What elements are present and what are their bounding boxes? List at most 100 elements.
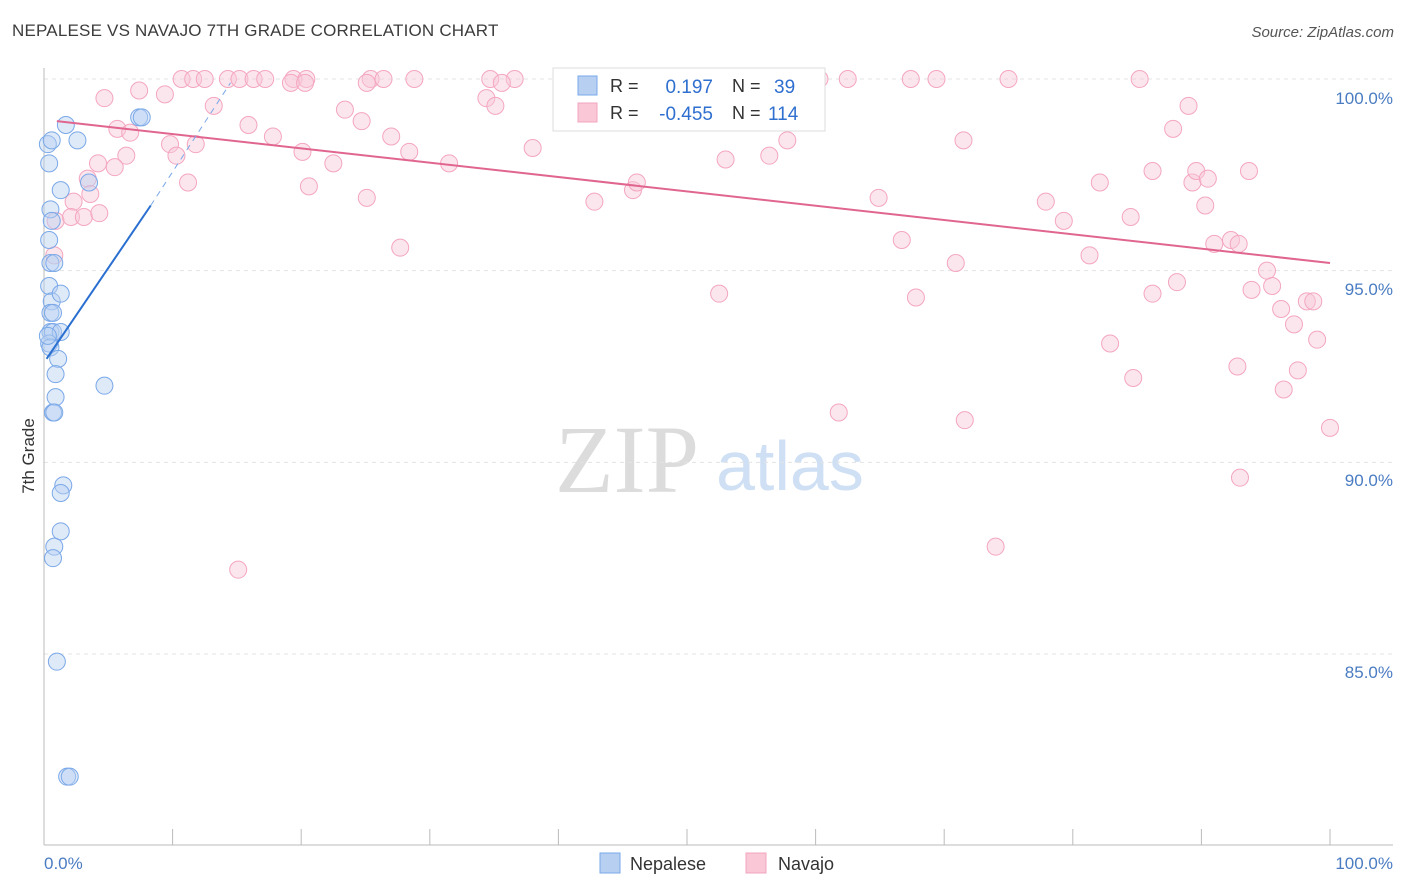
navajo-point — [1080, 246, 1099, 265]
y-tick-95: 95.0% — [1345, 280, 1393, 299]
navajo-point — [229, 560, 248, 579]
nepalese-point — [45, 537, 64, 556]
navajo-point — [710, 284, 729, 303]
navajo-point — [492, 73, 511, 92]
nepalese-point — [42, 211, 61, 230]
navajo-point — [1101, 334, 1120, 353]
navajo-n-label: N = — [732, 103, 761, 123]
navajo-point — [999, 70, 1018, 88]
nepalese-point — [51, 284, 70, 303]
nepalese-point — [38, 326, 57, 345]
nepalese-point — [40, 231, 59, 249]
navajo-point — [1304, 292, 1323, 311]
source-label: Source: ZipAtlas.com — [1251, 24, 1394, 41]
navajo-point — [1242, 280, 1261, 299]
navajo-point — [117, 146, 136, 165]
navajo-point — [1205, 234, 1224, 253]
navajo-point — [986, 537, 1005, 556]
navajo-point — [352, 112, 371, 131]
navajo-point — [1124, 369, 1143, 387]
navajo-point — [1183, 173, 1202, 192]
navajo-point — [357, 188, 376, 207]
navajo-point — [1230, 468, 1249, 487]
navajo-point — [167, 146, 186, 165]
navajo-point — [477, 89, 496, 108]
navajo-r-label: R = — [610, 103, 639, 123]
navajo-point — [486, 96, 505, 115]
navajo-point — [1179, 96, 1198, 115]
navajo-point — [1239, 162, 1258, 180]
navajo-point — [585, 192, 604, 211]
y-tick-100: 100.0% — [1335, 89, 1393, 108]
navajo-point — [400, 142, 419, 161]
navajo-point — [906, 288, 925, 307]
navajo-point — [62, 208, 81, 226]
navajo-point — [95, 89, 114, 108]
navajo-point — [335, 100, 354, 119]
navajo-series — [45, 70, 1339, 579]
legend-navajo-label: Navajo — [778, 854, 834, 874]
navajo-point — [901, 70, 920, 88]
nepalese-n-value: 39 — [774, 77, 795, 98]
navajo-point — [64, 192, 83, 211]
navajo-point — [195, 70, 214, 88]
navajo-point — [263, 127, 282, 146]
navajo-point — [955, 411, 974, 430]
navajo-point — [405, 70, 424, 88]
navajo-swatch — [577, 102, 598, 123]
navajo-point — [382, 127, 401, 146]
navajo-point — [179, 173, 198, 192]
y-tick-90: 90.0% — [1345, 471, 1393, 490]
navajo-point — [927, 70, 946, 88]
navajo-point — [1297, 292, 1316, 311]
navajo-point — [130, 81, 149, 100]
nepalese-swatch — [577, 75, 598, 96]
navajo-point — [374, 70, 393, 88]
navajo-point — [90, 204, 109, 223]
nepalese-r-label: R = — [610, 76, 639, 96]
navajo-point — [869, 188, 888, 207]
legend-nepalese-label: Nepalese — [630, 854, 706, 874]
navajo-point — [296, 73, 315, 92]
navajo-point — [892, 231, 911, 249]
nepalese-point — [42, 292, 61, 311]
navajo-point — [1263, 277, 1282, 295]
nepalese-point — [51, 484, 70, 502]
x-tick-100: 100.0% — [1335, 854, 1393, 873]
navajo-point — [155, 85, 174, 104]
chart-title: NEPALESE VS NAVAJO 7TH GRADE CORRELATION… — [12, 21, 499, 40]
watermark: ZIP atlas — [555, 406, 864, 513]
navajo-point — [627, 173, 646, 192]
navajo-point — [324, 154, 343, 173]
navajo-point — [105, 158, 124, 177]
x-tick-0: 0.0% — [44, 854, 83, 873]
navajo-point — [946, 254, 965, 272]
navajo-point — [239, 116, 258, 134]
navajo-point — [230, 70, 249, 88]
navajo-point — [256, 70, 275, 88]
nepalese-point — [46, 365, 65, 384]
navajo-point — [161, 135, 180, 154]
navajo-point — [121, 123, 140, 142]
navajo-point — [81, 185, 100, 203]
series-legend: Nepalese Navajo — [599, 852, 834, 874]
navajo-point — [760, 146, 779, 165]
nepalese-point — [51, 522, 70, 541]
navajo-r-value: -0.455 — [659, 104, 713, 125]
navajo-n-value: 114 — [768, 104, 799, 125]
nepalese-point — [51, 181, 70, 200]
navajo-point — [299, 177, 318, 196]
navajo-point — [281, 73, 300, 92]
navajo-point — [293, 142, 312, 161]
navajo-point — [1229, 234, 1248, 253]
navajo-point — [778, 131, 797, 150]
navajo-point — [481, 70, 500, 88]
navajo-point — [357, 73, 376, 92]
navajo-point — [1164, 119, 1183, 138]
navajo-point — [954, 131, 973, 150]
navajo-point — [1308, 330, 1327, 349]
nepalese-point — [41, 254, 60, 272]
nepalese-n-label: N = — [732, 76, 761, 96]
nepalese-point — [47, 652, 66, 671]
navajo-trend-line — [56, 120, 1331, 264]
